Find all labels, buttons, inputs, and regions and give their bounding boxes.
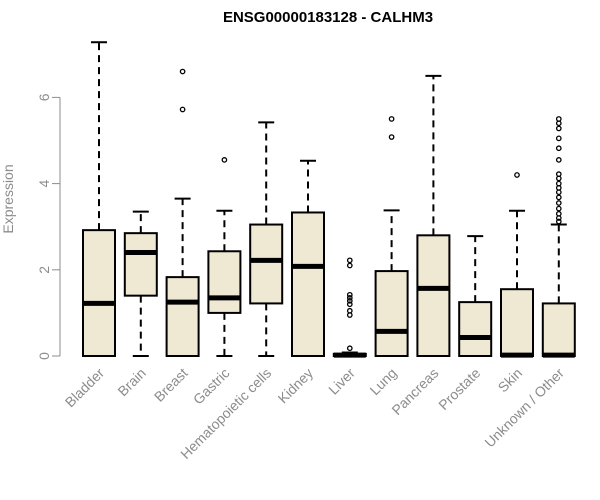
- box-liver: [332, 257, 367, 358]
- box-bladder: [82, 41, 116, 357]
- outlier-point: [555, 135, 562, 142]
- y-tick-label: 4: [36, 179, 52, 187]
- x-tick-label: Kidney: [275, 365, 317, 407]
- box-iqr: [458, 301, 493, 357]
- outlier-point: [346, 262, 353, 269]
- x-tick-label: Lung: [366, 365, 399, 398]
- x-tick-label: Brain: [114, 365, 148, 399]
- y-axis-label: Expression: [0, 164, 16, 233]
- y-tick-label: 6: [36, 93, 52, 101]
- outlier-point: [221, 157, 228, 163]
- box-iqr: [416, 234, 451, 358]
- box-iqr: [374, 270, 409, 357]
- box-iqr: [82, 229, 116, 357]
- outlier-point: [555, 218, 562, 225]
- outlier-point: [179, 106, 186, 113]
- box-brain: [123, 210, 158, 357]
- outlier-point: [514, 172, 520, 178]
- box-iqr: [541, 302, 576, 357]
- outlier-point: [555, 145, 562, 152]
- box-iqr: [500, 288, 534, 358]
- y-tick-label: 0: [36, 352, 52, 360]
- outlier-point: [346, 301, 353, 308]
- x-tick-label: Liver: [325, 365, 358, 398]
- outlier-point: [555, 200, 562, 206]
- box-kidney: [291, 159, 325, 357]
- box-iqr: [123, 232, 158, 297]
- x-tick-label: Unknown / Other: [481, 365, 567, 451]
- box-breast: [165, 68, 200, 358]
- outlier-point: [555, 205, 562, 212]
- box-iqr: [207, 250, 242, 314]
- outlier-point: [555, 125, 562, 132]
- x-tick-label: Prostate: [435, 365, 483, 413]
- y-tick-label: 2: [36, 266, 52, 274]
- outlier-point: [555, 210, 562, 217]
- outlier-point: [346, 257, 353, 264]
- box-lung: [374, 116, 409, 357]
- outlier-point: [346, 294, 353, 301]
- boxes: [82, 41, 576, 358]
- outlier-point: [555, 116, 562, 122]
- outlier-point: [555, 180, 562, 187]
- outlier-point: [346, 345, 353, 352]
- box-iqr: [291, 211, 325, 357]
- chart-title: ENSG00000183128 - CALHM3: [223, 9, 433, 26]
- box-skin: [500, 172, 534, 358]
- box-unknown-other: [541, 116, 576, 358]
- outlier-point: [555, 194, 562, 201]
- outlier-point: [555, 171, 562, 177]
- outlier-point: [388, 116, 395, 122]
- outlier-point: [346, 297, 353, 304]
- box-iqr: [165, 276, 200, 358]
- outlier-point: [346, 307, 353, 314]
- box-hematopoietic-cells: [249, 121, 284, 357]
- box-iqr: [249, 223, 284, 305]
- x-tick-label: Bladder: [62, 365, 108, 411]
- box-gastric: [207, 157, 242, 357]
- box-prostate: [458, 235, 493, 357]
- outlier-point: [388, 134, 395, 140]
- outlier-point: [346, 291, 353, 298]
- x-tick-label: Skin: [495, 365, 526, 396]
- box-pancreas: [416, 74, 451, 358]
- outlier-point: [179, 68, 186, 75]
- outlier-point: [555, 157, 562, 163]
- y-axis: 0 2 4 6: [36, 93, 61, 360]
- x-tick-label: Breast: [151, 365, 191, 405]
